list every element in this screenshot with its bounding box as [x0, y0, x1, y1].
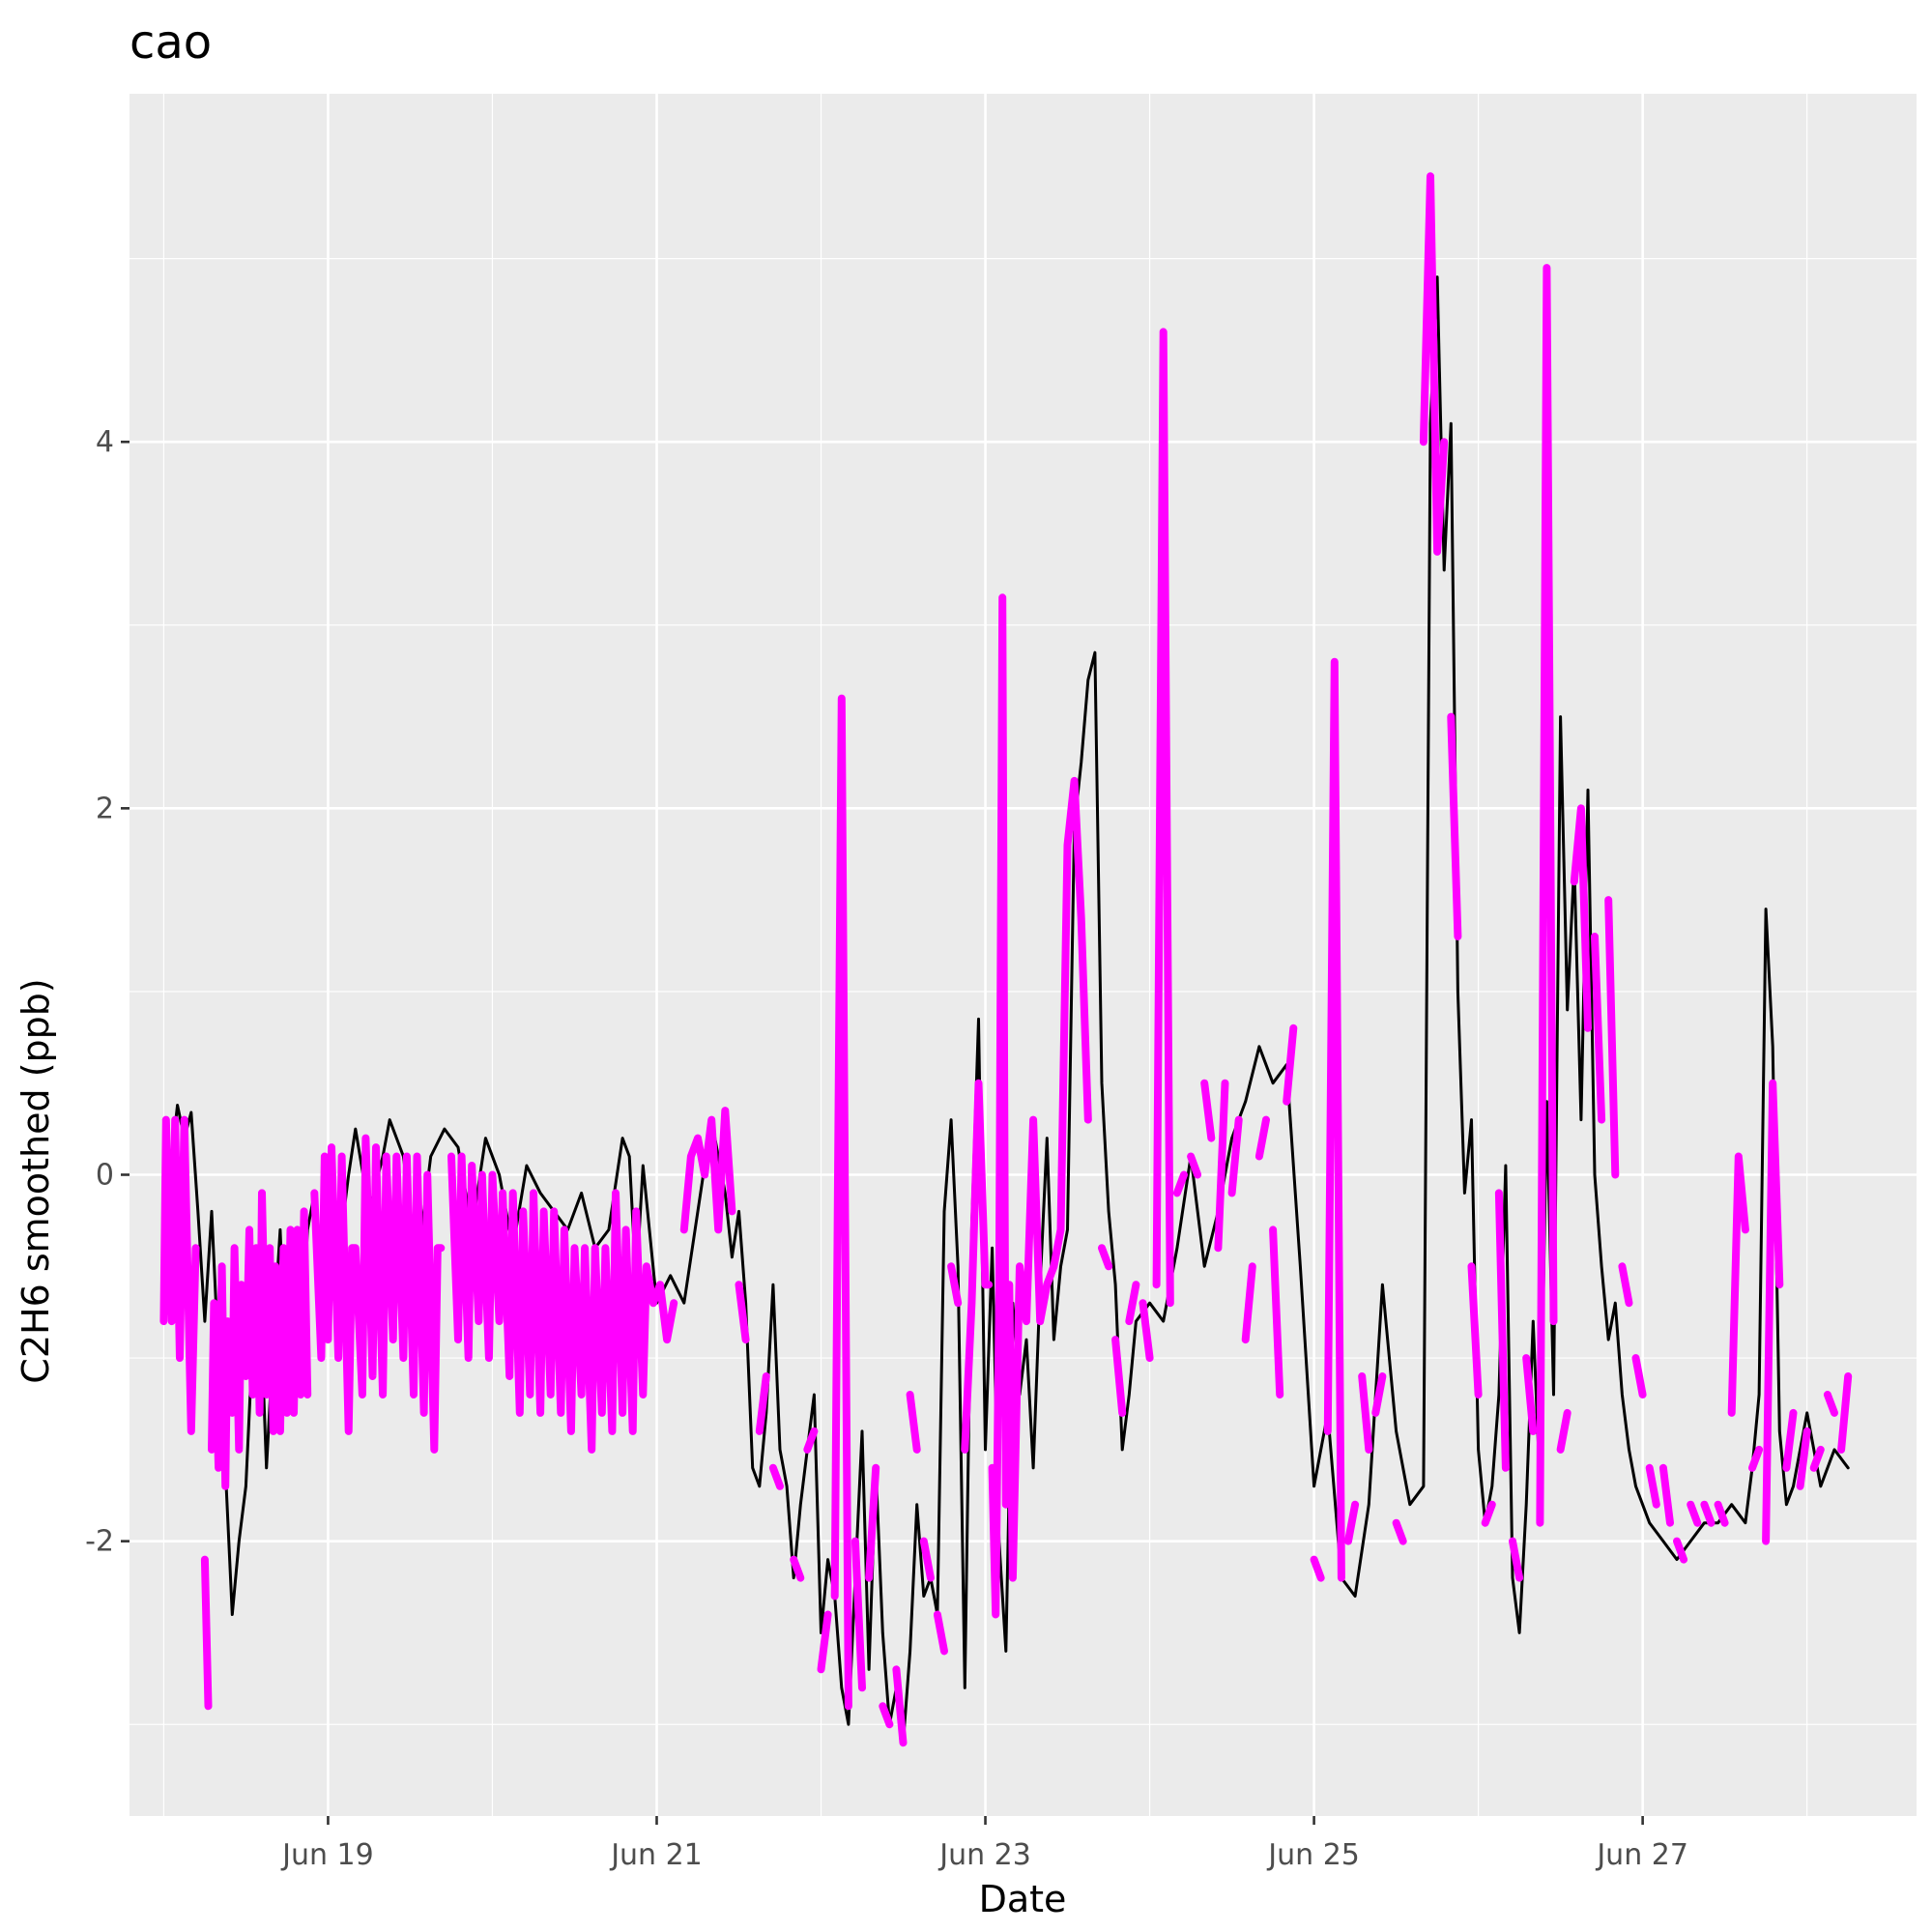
series-segment-1 — [1658, 1463, 1674, 1527]
series-segment-1 — [1392, 1518, 1407, 1545]
series-segment-1 — [447, 1152, 678, 1454]
x-tick-label: Jun 23 — [937, 1838, 1031, 1872]
series-segment-1 — [1727, 1152, 1749, 1417]
series-segment-1 — [1214, 1079, 1229, 1253]
series-segment-1 — [1200, 1079, 1216, 1142]
x-tick-label: Jun 19 — [280, 1838, 374, 1872]
series-segment-1 — [879, 1702, 894, 1729]
y-axis: -2 0 2 4 — [85, 425, 130, 1559]
series-segment-1 — [1187, 1152, 1202, 1179]
series-segment-1 — [1823, 1391, 1838, 1417]
series-segment-1 — [961, 1079, 994, 1454]
series-segment-1 — [1837, 1372, 1853, 1454]
series-segment-1 — [200, 1555, 213, 1711]
series-segment-1 — [817, 1610, 832, 1674]
series-segment-1 — [919, 1537, 935, 1582]
series-segment-1 — [1494, 1189, 1510, 1472]
y-tick-label: -2 — [85, 1525, 114, 1559]
grid-major — [130, 94, 1917, 1816]
series-segment-1 — [1809, 1445, 1825, 1472]
series-segment-1 — [1447, 712, 1462, 940]
series-segment-1 — [1254, 1115, 1270, 1161]
series-segment-1 — [1227, 1115, 1243, 1197]
series-segment-1 — [1509, 1537, 1524, 1582]
series-segment-1 — [1139, 1299, 1154, 1363]
series-segment-1 — [1687, 1500, 1702, 1527]
series-segment-1 — [755, 1372, 770, 1435]
x-tick-label: Jun 21 — [609, 1838, 703, 1872]
series-segment-1 — [1481, 1500, 1496, 1527]
series-segment-1 — [947, 1262, 963, 1308]
series-segment-1 — [1323, 657, 1345, 1582]
series-segment-1 — [1283, 1024, 1298, 1106]
series-segment-1 — [1467, 1262, 1483, 1399]
x-tick-label: Jun 27 — [1595, 1838, 1688, 1872]
x-axis: Jun 19 Jun 21 Jun 23 Jun 25 Jun 27 — [280, 1816, 1688, 1872]
series-segment-1 — [1570, 804, 1592, 1032]
y-tick-label: 4 — [96, 425, 114, 459]
series-segment-1 — [1310, 1555, 1325, 1582]
series-segment-1 — [1714, 1500, 1729, 1527]
series-segment-1 — [803, 1427, 819, 1454]
series-segment-1 — [1269, 1226, 1284, 1399]
series-segment-1 — [1371, 1372, 1387, 1417]
series-segment-1 — [851, 1537, 866, 1692]
series-segment-1 — [1604, 896, 1620, 1179]
chart-title: cao — [130, 15, 212, 70]
series-segment-1 — [865, 1463, 880, 1582]
series-segment-1 — [933, 1610, 948, 1656]
x-axis-label: Date — [979, 1878, 1067, 1920]
series-segment-1 — [1125, 1281, 1140, 1326]
series-segment-1 — [1796, 1427, 1811, 1490]
series-segment-1 — [735, 1281, 750, 1344]
series-segment-1 — [1556, 1408, 1572, 1454]
series-segment-1 — [1522, 1354, 1538, 1435]
series-segment-1 — [1618, 1262, 1633, 1308]
series-segment-1 — [159, 1115, 200, 1435]
series-segment-1 — [1111, 1336, 1127, 1417]
series-segment-1 — [906, 1391, 921, 1454]
series-segment-1 — [1748, 1445, 1764, 1472]
plot-panel — [130, 94, 1917, 1816]
series-segment-1 — [768, 1463, 784, 1490]
y-axis-label: C2H6 smoothed (ppb) — [14, 978, 57, 1383]
series-segment-1 — [1098, 1244, 1113, 1271]
series-segment-1 — [1344, 1500, 1360, 1545]
series-segment-1 — [1241, 1262, 1256, 1344]
series-segment-1 — [1172, 1170, 1188, 1197]
series-segment-1 — [1419, 172, 1449, 556]
y-tick-label: 0 — [96, 1158, 114, 1192]
series-segment-1 — [208, 1189, 312, 1490]
grid-minor — [130, 94, 1917, 1816]
series-layer — [159, 172, 1853, 1747]
x-tick-label: Jun 25 — [1266, 1838, 1360, 1872]
series-segment-1 — [310, 1134, 446, 1454]
series-segment-1 — [988, 593, 1092, 1619]
series-segment-1 — [1645, 1463, 1660, 1509]
series-segment-1 — [1631, 1354, 1647, 1399]
series-segment-1 — [1591, 933, 1606, 1124]
series-segment-1 — [1536, 264, 1558, 1527]
series-segment-1 — [1358, 1372, 1373, 1454]
series-segment-1 — [830, 694, 852, 1711]
series-segment-1 — [1152, 328, 1174, 1308]
series-segment-1 — [790, 1555, 805, 1582]
series-segment-1 — [1762, 1079, 1784, 1545]
series-segment-1 — [1782, 1408, 1798, 1472]
series-segment-1 — [892, 1665, 908, 1747]
series-segment-1 — [1673, 1537, 1688, 1564]
series-segment-1 — [679, 1107, 736, 1234]
y-tick-label: 2 — [96, 792, 114, 825]
series-segment-1 — [1700, 1500, 1716, 1527]
